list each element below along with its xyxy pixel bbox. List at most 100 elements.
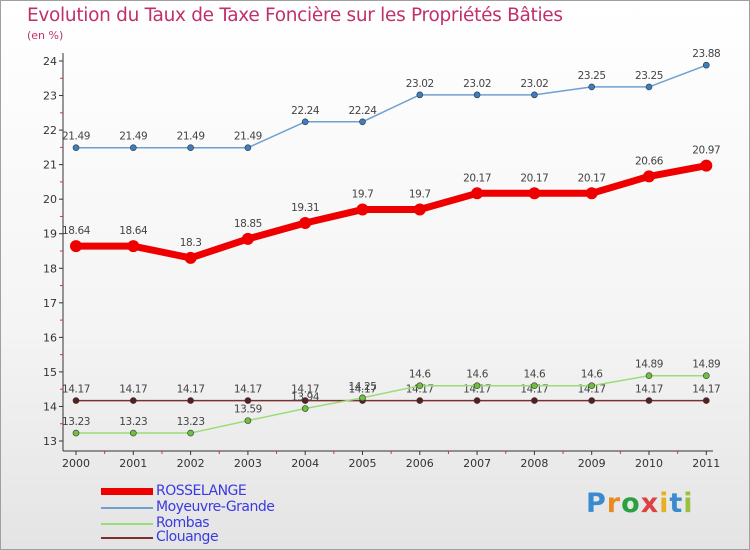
data-point-moyeuvre-grande [645, 83, 653, 91]
data-point-clouange [130, 397, 137, 404]
data-point-rombas [359, 394, 366, 402]
x-tick-label: 2008 [520, 457, 548, 470]
data-point-rombas [244, 417, 252, 424]
data-label-clouange: 14.17 [62, 384, 90, 396]
data-label-clouange: 14.17 [348, 384, 376, 396]
legend-label-rombas: Rombas [156, 515, 210, 531]
data-label-rombas: 14.6 [581, 369, 603, 381]
y-tick-label: 24 [43, 55, 57, 68]
legend-swatch-clouange [101, 537, 153, 539]
data-label-rosselange: 20.17 [520, 172, 548, 184]
data-label-clouange: 14.17 [234, 384, 262, 396]
data-label-rombas: 14.6 [409, 369, 431, 381]
data-label-moyeuvre-grande: 21.49 [119, 131, 147, 143]
data-label-rombas: 13.23 [62, 416, 90, 428]
logo-letter: i [683, 488, 694, 519]
data-point-moyeuvre-grande [244, 144, 252, 152]
data-point-clouange [645, 397, 653, 404]
data-point-clouange [244, 397, 252, 404]
x-tick-label: 2003 [234, 457, 262, 470]
data-label-clouange: 14.17 [291, 384, 319, 396]
x-tick-label: 2001 [119, 457, 147, 470]
data-point-rosselange [184, 251, 197, 264]
data-point-rosselange [471, 187, 484, 200]
data-label-clouange: 14.17 [520, 384, 548, 396]
logo-letter: t [669, 488, 684, 519]
data-label-rosselange: 18.64 [119, 225, 148, 237]
data-label-rosselange: 18.85 [234, 218, 262, 230]
y-tick-label: 21 [43, 159, 57, 172]
data-label-rosselange: 20.66 [635, 155, 664, 167]
proxiti-logo: Proxiti [586, 488, 694, 519]
data-point-moyeuvre-grande [531, 91, 538, 99]
legend-label-rosselange: ROSSELANGE [156, 483, 247, 499]
data-label-moyeuvre-grande: 22.24 [348, 105, 377, 117]
x-tick-label: 2009 [578, 457, 606, 470]
data-label-rombas: 14.89 [692, 359, 720, 371]
data-point-rosselange [356, 203, 369, 216]
y-tick-label: 17 [43, 297, 57, 310]
x-tick-label: 2000 [62, 457, 90, 470]
data-label-rosselange: 20.97 [692, 145, 720, 157]
chart-title: Evolution du Taux de Taxe Foncière sur l… [27, 5, 563, 26]
data-label-rombas: 13.59 [234, 404, 262, 416]
data-point-clouange [187, 397, 194, 404]
data-point-clouange [702, 397, 710, 404]
logo-letter: r [606, 488, 622, 519]
data-label-clouange: 14.17 [119, 384, 147, 396]
data-point-rombas [645, 372, 653, 380]
data-label-rombas: 14.25 [348, 381, 376, 393]
y-tick-label: 14 [43, 400, 57, 413]
legend-label-moyeuvre-grande: Moyeuvre-Grande [156, 499, 275, 515]
data-point-clouange [588, 397, 596, 404]
series-line-rosselange [76, 162, 707, 262]
data-point-moyeuvre-grande [702, 61, 710, 69]
data-label-rosselange: 19.31 [291, 202, 319, 214]
x-tick-label: 2005 [349, 457, 377, 470]
data-label-rosselange: 19.7 [352, 189, 374, 201]
data-label-moyeuvre-grande: 21.49 [62, 131, 90, 143]
data-label-rombas: 14.89 [635, 359, 663, 371]
data-label-moyeuvre-grande: 23.88 [692, 48, 720, 60]
data-point-clouange [301, 397, 309, 404]
series-line-rombas [76, 374, 707, 434]
y-tick-label: 22 [43, 124, 57, 137]
x-tick-label: 2002 [177, 457, 205, 470]
data-label-rombas: 13.23 [119, 416, 147, 428]
data-point-rosselange [528, 187, 541, 200]
legend-swatch-rosselange [101, 488, 153, 495]
y-tick-label: 23 [43, 90, 57, 103]
logo-letter: i [659, 488, 670, 519]
data-point-rosselange [127, 240, 140, 253]
data-label-moyeuvre-grande: 22.24 [291, 105, 320, 117]
data-point-rosselange [70, 240, 82, 253]
data-point-rombas [531, 382, 538, 390]
data-label-rosselange: 18.3 [180, 237, 202, 249]
data-point-clouange [72, 397, 80, 404]
data-label-moyeuvre-grande: 23.02 [463, 78, 491, 90]
x-tick-label: 2010 [635, 457, 663, 470]
data-label-moyeuvre-grande: 21.49 [177, 131, 205, 143]
data-label-rombas: 14.6 [466, 369, 488, 381]
data-point-moyeuvre-grande [72, 144, 80, 152]
data-label-clouange: 14.17 [463, 384, 491, 396]
logo-letter: x [640, 488, 660, 519]
data-point-moyeuvre-grande [187, 144, 194, 152]
data-label-moyeuvre-grande: 23.25 [578, 70, 606, 82]
data-label-clouange: 14.17 [635, 384, 663, 396]
data-point-clouange [416, 397, 424, 404]
data-point-clouange [531, 397, 538, 404]
data-point-rombas [187, 429, 194, 437]
data-point-rosselange [700, 159, 713, 172]
data-label-rosselange: 20.17 [578, 172, 606, 184]
data-label-clouange: 14.17 [692, 384, 720, 396]
y-tick-label: 18 [43, 262, 57, 275]
data-label-rosselange: 18.64 [62, 225, 91, 237]
data-point-rombas [702, 372, 710, 380]
y-axis-unit: (en %) [27, 29, 64, 42]
data-point-moyeuvre-grande [416, 91, 424, 99]
data-point-rosselange [643, 170, 655, 183]
data-point-rombas [72, 429, 80, 437]
data-point-rombas [473, 382, 481, 390]
